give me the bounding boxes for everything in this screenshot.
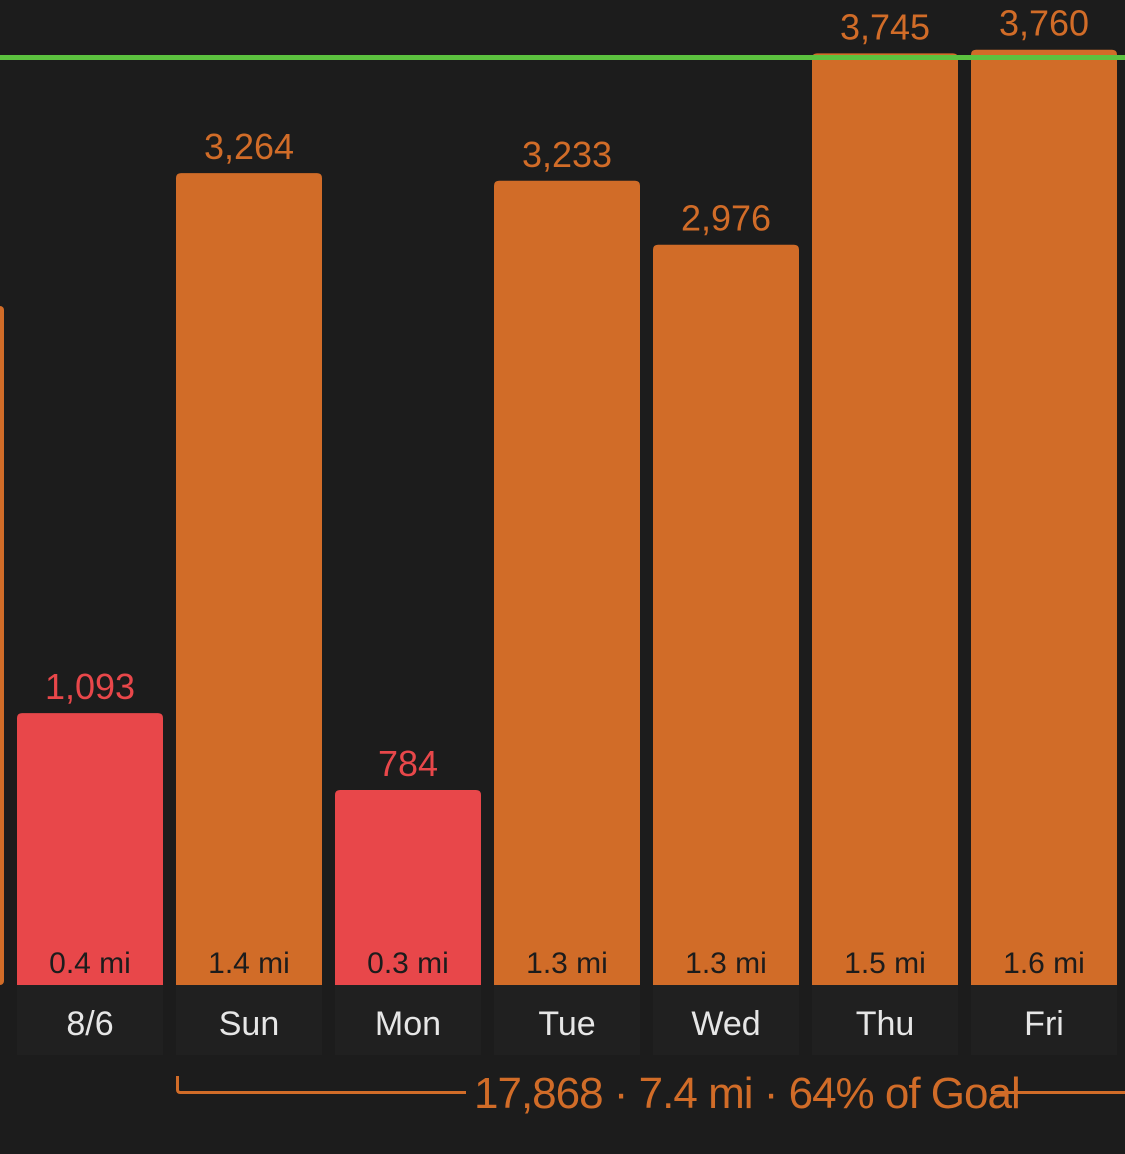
bar-value-label: 3,745 [840,6,930,47]
bar-value-label: 1,093 [45,666,135,707]
day-panel [812,985,958,1055]
summary-bracket-left [176,1076,466,1094]
day-panel [17,985,163,1055]
goal-line [0,55,1125,60]
x-tick-label: Wed [691,1005,760,1043]
bar-distance-label: 1.5 mi [844,947,926,980]
weekly-summary: 17,868 · 7.4 mi · 64% of Goal [176,1060,1125,1130]
bar [17,713,163,985]
day-panel [176,985,322,1055]
day-panel [494,985,640,1055]
day-panel [653,985,799,1055]
bar-value-label: 3,760 [999,3,1089,44]
bar [494,180,640,985]
bar-distance-label: 1.6 mi [1003,947,1085,980]
bar-distance-label: 1.4 mi [208,947,290,980]
x-tick-label: Fri [1024,1005,1064,1043]
bar-value-label: 3,264 [204,126,294,167]
summary-text: 17,868 · 7.4 mi · 64% of Goal [474,1069,1021,1118]
x-tick-label: Tue [538,1005,595,1043]
bar [812,53,958,985]
x-tick-label: Mon [375,1005,441,1043]
bar [653,244,799,986]
bar-distance-label: 1.3 mi [685,947,767,980]
day-panel [335,985,481,1055]
bar-value-label: 784 [378,743,438,784]
x-tick-label: Sun [219,1005,280,1043]
bar-distance-label: 0.3 mi [367,947,449,980]
bar [971,49,1117,985]
bar [335,789,481,985]
bar-value-label: 3,233 [522,134,612,175]
summary-bracket-right [991,1091,1125,1094]
x-tick-label: 8/6 [66,1005,113,1043]
bar-distance-label: 0.4 mi [49,947,131,980]
bar-value-label: 2,976 [681,198,771,239]
bar [176,173,322,985]
x-tick-label: Thu [856,1005,915,1043]
step-bar-chart: 1,093 0.4 mi 8/6 3,264 1.4 mi Sun 784 0.3 mi Mon… [0,2,1117,1055]
day-panel [971,985,1117,1055]
bar-distance-label: 1.3 mi [526,947,608,980]
bar-partial-left [0,306,4,985]
